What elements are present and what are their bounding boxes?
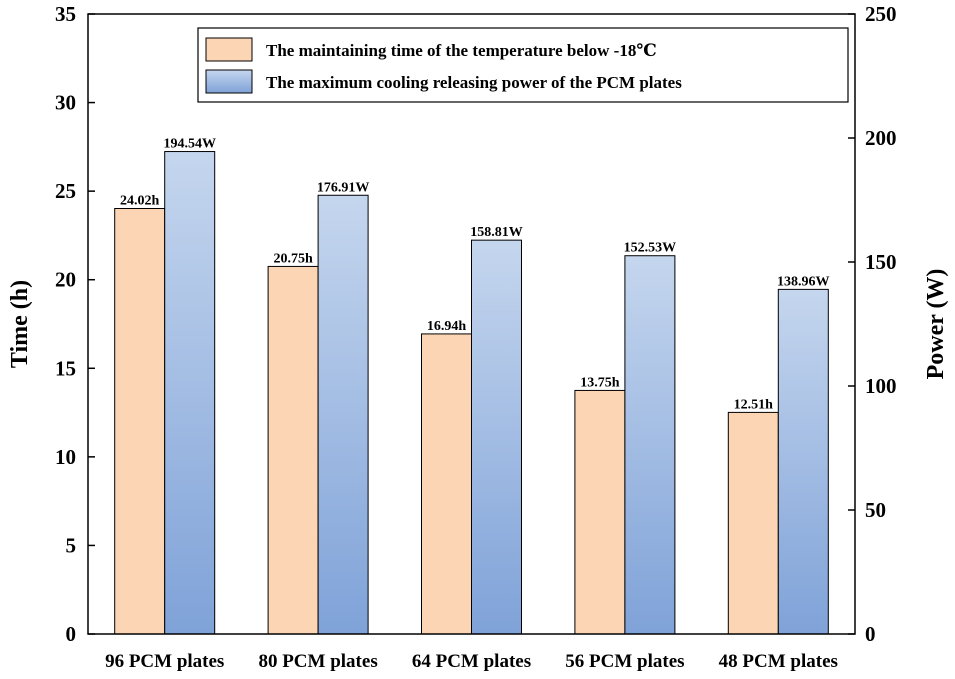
y-tick-label: 15 (55, 356, 76, 380)
plot-frame (87, 13, 856, 635)
y-tick-label: 25 (55, 179, 76, 203)
power-data-label: 176.91W (317, 180, 370, 195)
y-right-tick-label: 50 (865, 498, 886, 522)
x-tick-label: 48 PCM plates (719, 651, 838, 672)
power-bar (777, 288, 829, 635)
power-bar (624, 255, 676, 635)
time-data-label: 20.75h (273, 251, 313, 266)
legend-swatch-time (205, 37, 253, 62)
time-data-label: 24.02h (120, 194, 160, 209)
power-bar (164, 151, 216, 635)
y-tick-label: 20 (55, 268, 76, 292)
y-axis-title: Time (h) (7, 280, 33, 368)
time-bar (114, 208, 166, 635)
y-tick-label: 0 (66, 622, 77, 646)
power-data-label: 152.53W (624, 241, 677, 256)
y-tick-label: 10 (55, 445, 76, 469)
legend-label-power: The maximum cooling releasing power of t… (266, 73, 682, 92)
legend-label-time: The maintaining time of the temperature … (266, 41, 657, 60)
power-bar (471, 239, 522, 635)
y-tick-label: 35 (55, 2, 76, 26)
time-data-label: 13.75h (580, 375, 620, 390)
y-right-tick-label: 0 (865, 622, 876, 646)
legend-box (197, 27, 849, 103)
power-data-label: 194.54W (163, 137, 216, 152)
y-right-tick-label: 100 (865, 374, 897, 398)
power-data-label: 158.81W (470, 225, 523, 240)
legend-swatch-power (205, 69, 253, 94)
time-bar (727, 411, 779, 635)
x-tick-label: 56 PCM plates (565, 651, 684, 672)
x-tick-label: 80 PCM plates (258, 651, 377, 672)
x-tick-label: 96 PCM plates (105, 651, 224, 672)
x-tick-label: 64 PCM plates (412, 651, 531, 672)
time-data-label: 16.94h (427, 319, 467, 334)
y-tick-label: 30 (55, 91, 76, 115)
power-bar (317, 194, 369, 635)
time-bar (421, 333, 472, 635)
y-right-axis-title: Power (W) (923, 269, 949, 380)
power-data-label: 138.96W (777, 274, 830, 289)
y-right-tick-label: 200 (865, 126, 897, 150)
time-bar (574, 389, 626, 635)
y-right-tick-label: 150 (865, 250, 897, 274)
y-tick-label: 5 (66, 533, 77, 557)
time-data-label: 12.51h (734, 397, 774, 412)
y-right-tick-label: 250 (865, 2, 897, 26)
time-bar (267, 265, 319, 635)
